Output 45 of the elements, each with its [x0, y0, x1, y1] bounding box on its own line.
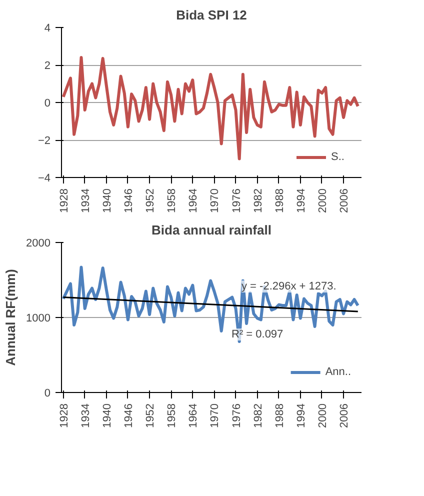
x-tick-label: 1970: [209, 188, 222, 213]
y-tick-label: 0: [44, 388, 51, 400]
x-tick-label: 1976: [230, 403, 243, 428]
y-tick-label: −4: [38, 172, 51, 184]
y-tick-label: −2: [38, 135, 51, 147]
line-series: [62, 266, 360, 343]
x-tick-label: 1958: [166, 188, 178, 213]
y-tick-label: 2: [44, 60, 51, 72]
chart-title: Bida SPI 12: [176, 8, 247, 22]
x-tick-label: 2006: [338, 403, 351, 428]
x-tick-label: 1976: [230, 188, 243, 213]
x-tick-label: 1928: [58, 403, 70, 428]
x-tick-label: 1970: [209, 403, 222, 428]
x-tick-label: 1952: [144, 188, 157, 213]
y-tick-label: 4: [44, 22, 51, 34]
y-tick-label: 0: [44, 98, 51, 110]
x-tick-label: 1964: [188, 403, 200, 428]
line-series: [62, 56, 360, 160]
x-tick-label: 1934: [80, 188, 92, 213]
annotation: R² = 0.097: [232, 328, 284, 340]
x-tick-label: 1988: [274, 188, 286, 213]
x-tick-label: 1994: [295, 403, 308, 428]
y-tick-label: 2000: [26, 238, 51, 250]
y-axis-title: Annual RF(mm): [3, 269, 18, 366]
x-tick-label: 1958: [166, 403, 178, 428]
x-tick-label: 1952: [144, 403, 157, 428]
x-tick-label: 1994: [295, 188, 308, 213]
x-tick-label: 1988: [274, 403, 286, 428]
x-tick-label: 1946: [122, 403, 135, 428]
x-tick-label: 1934: [80, 403, 92, 428]
annotation: y = -2.296x + 1273.: [242, 280, 336, 292]
x-tick-label: 1982: [252, 403, 264, 428]
legend-label: Ann..: [325, 366, 351, 378]
x-tick-label: 2000: [316, 403, 329, 428]
legend-label: S..: [331, 151, 346, 163]
chart-title: Bida annual rainfall: [152, 222, 272, 238]
x-tick-label: 1940: [101, 188, 114, 213]
x-tick-label: 1946: [122, 188, 135, 213]
x-tick-label: 2006: [338, 188, 351, 213]
y-tick-label: 1000: [26, 312, 51, 324]
x-tick-label: 2000: [316, 188, 329, 213]
x-tick-label: 1940: [101, 403, 114, 428]
x-tick-label: 1964: [188, 188, 200, 213]
x-tick-label: 1928: [58, 188, 70, 213]
x-tick-label: 1982: [252, 188, 264, 213]
